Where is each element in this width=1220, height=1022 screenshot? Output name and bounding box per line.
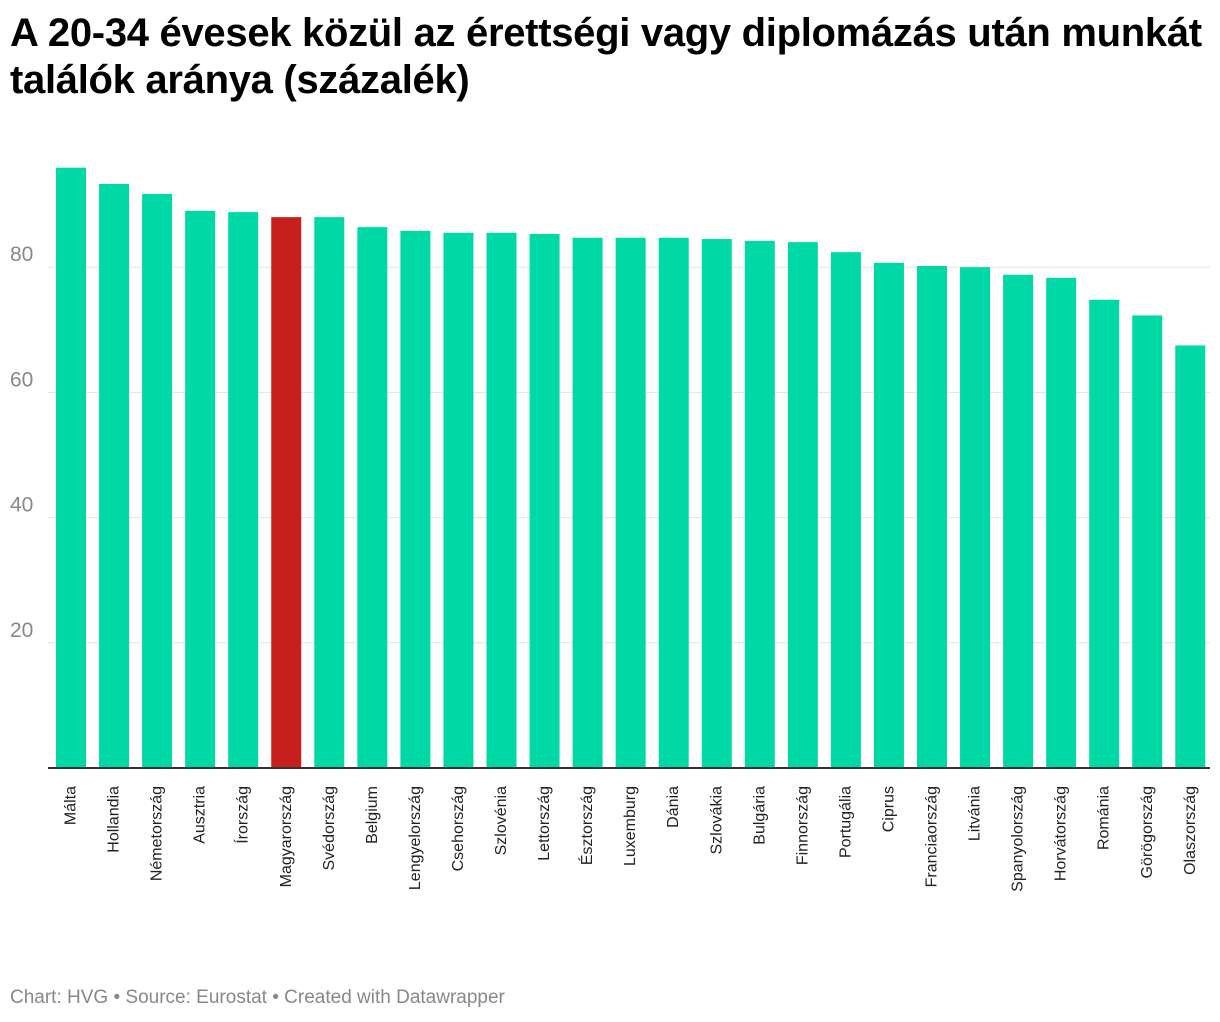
bar <box>142 193 173 768</box>
x-tick-label: Portugália <box>837 786 854 858</box>
bar <box>271 217 302 768</box>
bar <box>1132 315 1163 768</box>
bar <box>1003 274 1034 768</box>
x-tick-label: Románia <box>1096 786 1113 850</box>
bar <box>443 232 474 768</box>
footer-source: Source: Eurostat <box>125 987 267 1008</box>
x-tick-label: Ciprus <box>880 786 897 832</box>
x-tick-label: Belgium <box>364 786 381 844</box>
x-tick-label: Észtország <box>577 786 596 865</box>
bar <box>529 234 560 769</box>
bar <box>873 262 904 768</box>
bar <box>658 237 689 768</box>
bar <box>917 265 947 768</box>
x-tick-label: Írország <box>233 786 252 844</box>
bar <box>960 267 991 768</box>
bar <box>615 237 646 768</box>
x-tick-label: Olaszország <box>1182 786 1199 875</box>
x-tick-label: Litvánia <box>967 786 984 841</box>
bar <box>99 183 130 768</box>
chart-title: A 20-34 évesek közül az érettségi vagy d… <box>10 11 1202 102</box>
bar <box>400 230 431 769</box>
bar <box>787 242 818 768</box>
x-tick-label: Bulgária <box>751 786 768 845</box>
bar <box>1046 277 1077 768</box>
footer-separator: • <box>266 987 285 1008</box>
x-tick-label: Szlovákia <box>708 786 725 855</box>
bar <box>1089 299 1120 768</box>
bar <box>744 240 775 768</box>
bar <box>486 232 517 768</box>
bar <box>56 167 86 768</box>
x-tick-label: Dánia <box>665 786 682 828</box>
x-tick-label: Luxemburg <box>622 786 639 866</box>
x-tick-label: Franciaország <box>924 786 941 887</box>
footer-created: Created with Datawrapper <box>284 987 505 1008</box>
bar <box>701 239 732 768</box>
bar <box>185 210 216 769</box>
x-tick-label: Spanyolország <box>1010 786 1027 892</box>
x-tick-label: Finnország <box>794 786 811 865</box>
x-tick-label: Svédország <box>321 786 338 871</box>
bar <box>357 227 388 769</box>
footer-chart-credit: Chart: HVG <box>10 987 109 1008</box>
bar <box>228 212 259 768</box>
x-tick-label: Málta <box>63 786 80 825</box>
footer-separator: • <box>108 987 126 1008</box>
bar <box>314 217 345 768</box>
x-tick-label: Görögország <box>1139 786 1156 879</box>
x-tick-label: Szlovénia <box>493 786 510 855</box>
x-tick-label: Lengyelország <box>407 786 424 890</box>
y-tick-label: 40 <box>10 494 33 517</box>
bar <box>572 237 603 768</box>
bars <box>56 167 1206 769</box>
x-axis-labels: Málta Hollandia Németország Ausztria Írorszá… <box>63 786 1199 892</box>
x-tick-label: Horvátország <box>1053 786 1070 881</box>
y-tick-label: 60 <box>10 368 33 391</box>
bar <box>830 252 861 768</box>
y-axis-ticks: 20 40 60 80 <box>10 243 33 642</box>
chart-footer: Chart: HVG • Source: Eurostat • Created … <box>10 987 505 1009</box>
x-tick-label: Németország <box>149 786 166 881</box>
x-tick-label: Hollandia <box>106 786 123 853</box>
x-tick-label: Magyarország <box>278 786 295 887</box>
y-tick-label: 80 <box>10 243 33 266</box>
x-tick-label: Csehország <box>450 786 467 871</box>
x-tick-label: Lettország <box>536 786 553 861</box>
x-tick-label: Ausztria <box>192 786 209 844</box>
bar <box>1175 345 1206 768</box>
y-tick-label: 20 <box>10 619 33 642</box>
